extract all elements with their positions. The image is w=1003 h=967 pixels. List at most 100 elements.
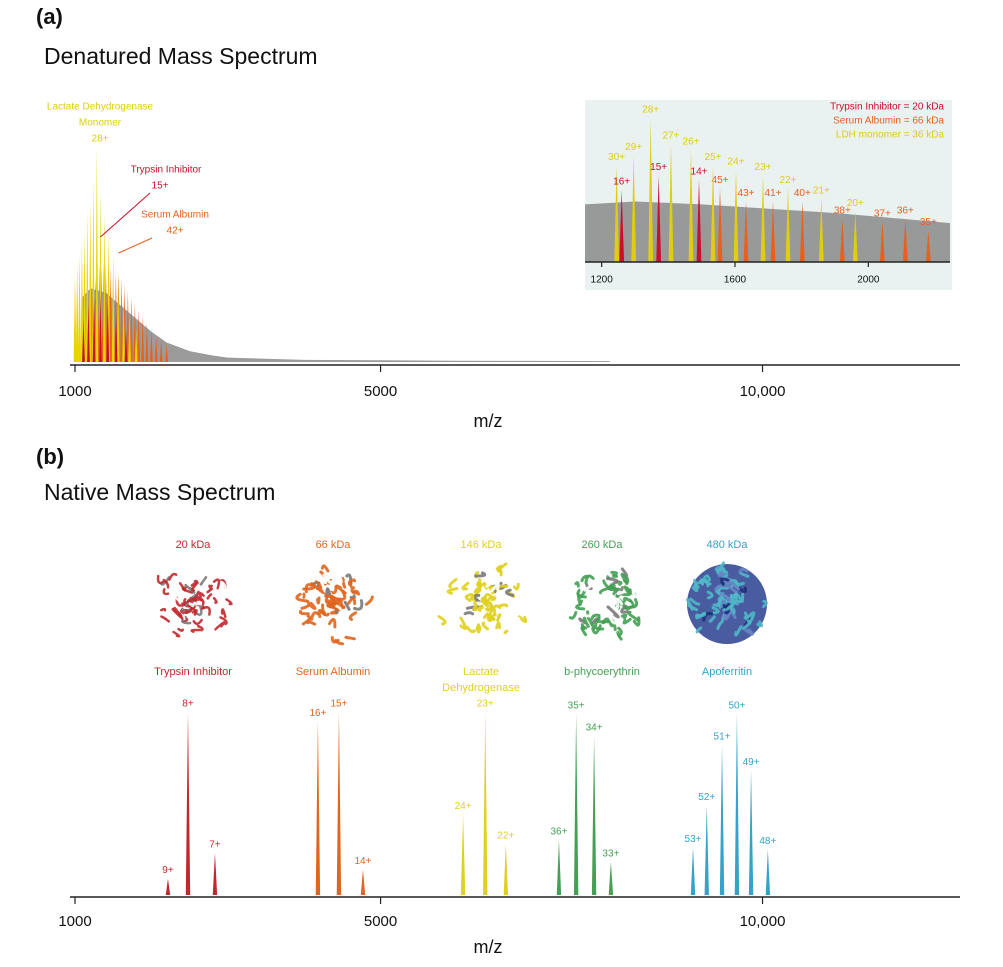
structure-strand bbox=[482, 604, 488, 615]
structure-strand bbox=[220, 608, 227, 619]
peak bbox=[668, 143, 674, 262]
structure-strand bbox=[705, 579, 710, 588]
peak-label: 22+ bbox=[780, 175, 797, 186]
structure-strand bbox=[300, 600, 311, 610]
peak bbox=[765, 849, 771, 895]
annotation-leader bbox=[100, 192, 151, 238]
structure-strand bbox=[591, 624, 602, 635]
structure-strand bbox=[184, 593, 197, 607]
peak-label: 7+ bbox=[209, 840, 221, 851]
structure-strand bbox=[725, 603, 735, 611]
peak bbox=[591, 735, 597, 895]
structure-strand bbox=[178, 582, 187, 592]
structure-strand bbox=[225, 598, 233, 606]
structure-strand bbox=[733, 592, 744, 603]
structure-strand bbox=[341, 614, 349, 622]
peak-label: 14+ bbox=[691, 167, 708, 178]
structure-strand bbox=[626, 610, 640, 622]
peak-label: 9+ bbox=[162, 865, 174, 876]
peak bbox=[129, 296, 133, 362]
structure-strand bbox=[716, 561, 726, 575]
chart-title: Native Mass Spectrum bbox=[44, 479, 275, 505]
structure-strand bbox=[191, 581, 199, 592]
peak bbox=[902, 218, 908, 262]
structure-strand bbox=[179, 608, 191, 615]
peak bbox=[134, 329, 138, 362]
structure-strand bbox=[301, 614, 312, 626]
x-axis-title: m/z bbox=[474, 937, 503, 957]
structure-strand bbox=[474, 571, 487, 578]
peak-label: 41+ bbox=[765, 188, 782, 199]
peak bbox=[460, 814, 466, 895]
peak-label: 34+ bbox=[586, 722, 603, 733]
peak bbox=[73, 275, 77, 362]
protein-structure bbox=[437, 562, 528, 635]
peak-label: 27+ bbox=[663, 131, 680, 142]
structure-strand bbox=[450, 626, 457, 634]
protein-mass: 260 kDa bbox=[582, 539, 624, 551]
structure-strand bbox=[213, 587, 222, 597]
peak bbox=[336, 712, 342, 895]
panel-label: (b) bbox=[36, 444, 64, 469]
structure-strand bbox=[493, 593, 502, 601]
structure-strand bbox=[196, 624, 204, 632]
structure-strand bbox=[561, 601, 573, 613]
structure-strand bbox=[160, 607, 167, 612]
annotation-text: Serum Albumin bbox=[141, 210, 209, 221]
peak-label: 24+ bbox=[728, 156, 745, 167]
peak-label: 36+ bbox=[550, 827, 567, 838]
structure-strand bbox=[162, 578, 170, 589]
annotation-text: Lactate Dehydrogenase bbox=[47, 102, 154, 113]
structure-strand bbox=[503, 629, 509, 635]
peak bbox=[619, 190, 625, 262]
peak bbox=[799, 201, 805, 262]
plot: 9+ 8+ 7+ 16+ 15+ 14+ 24+ 23+ 22+ 36+ 35+34+ 33+ 53+ 5… bbox=[58, 699, 960, 930]
structure-strand bbox=[711, 606, 720, 615]
structure-strand bbox=[319, 610, 330, 617]
peak-label: 20+ bbox=[847, 198, 864, 209]
structure-strand bbox=[485, 577, 497, 588]
peak-label: 33+ bbox=[602, 849, 619, 860]
peak bbox=[92, 296, 96, 362]
peak-label: 16+ bbox=[613, 177, 630, 188]
peak bbox=[145, 322, 149, 362]
x-tick-label: 1200 bbox=[591, 275, 614, 286]
structure-strand bbox=[475, 623, 481, 631]
peak bbox=[315, 721, 321, 895]
structure-strand bbox=[505, 588, 515, 598]
structure-strand bbox=[339, 590, 347, 601]
peak-label: 51+ bbox=[714, 732, 731, 743]
peak bbox=[785, 188, 791, 262]
peak bbox=[556, 840, 562, 895]
structure-strand bbox=[219, 616, 228, 626]
structure-strand bbox=[744, 628, 754, 636]
structure-strand bbox=[437, 615, 447, 626]
peak-label: 16+ bbox=[309, 708, 326, 719]
peak-label: 45+ bbox=[712, 175, 729, 186]
protein-structure bbox=[561, 566, 642, 641]
structure-strand bbox=[329, 579, 335, 590]
structure-strand bbox=[472, 603, 478, 612]
structure-strand bbox=[348, 611, 358, 621]
peak bbox=[82, 318, 85, 362]
peak bbox=[852, 211, 858, 262]
peak bbox=[879, 221, 885, 262]
structure-strand bbox=[172, 592, 180, 602]
peak-label: 26+ bbox=[683, 136, 700, 147]
structure-strand bbox=[594, 621, 605, 631]
structure-strand bbox=[343, 600, 351, 611]
structure-strand bbox=[322, 573, 332, 584]
structure-strand bbox=[306, 620, 317, 626]
structure-strand bbox=[190, 579, 198, 587]
structure-strand bbox=[173, 606, 184, 620]
peak-label: 50+ bbox=[728, 700, 745, 711]
x-tick-label: 5000 bbox=[364, 913, 397, 930]
structure-strand bbox=[459, 616, 468, 631]
structure-strand bbox=[193, 600, 200, 606]
peak-label: 43+ bbox=[738, 188, 755, 199]
peak bbox=[733, 169, 739, 262]
structure-strand bbox=[574, 581, 580, 588]
structure-strand bbox=[320, 564, 330, 573]
structure-strand bbox=[608, 583, 616, 591]
structure-strand bbox=[739, 571, 750, 578]
